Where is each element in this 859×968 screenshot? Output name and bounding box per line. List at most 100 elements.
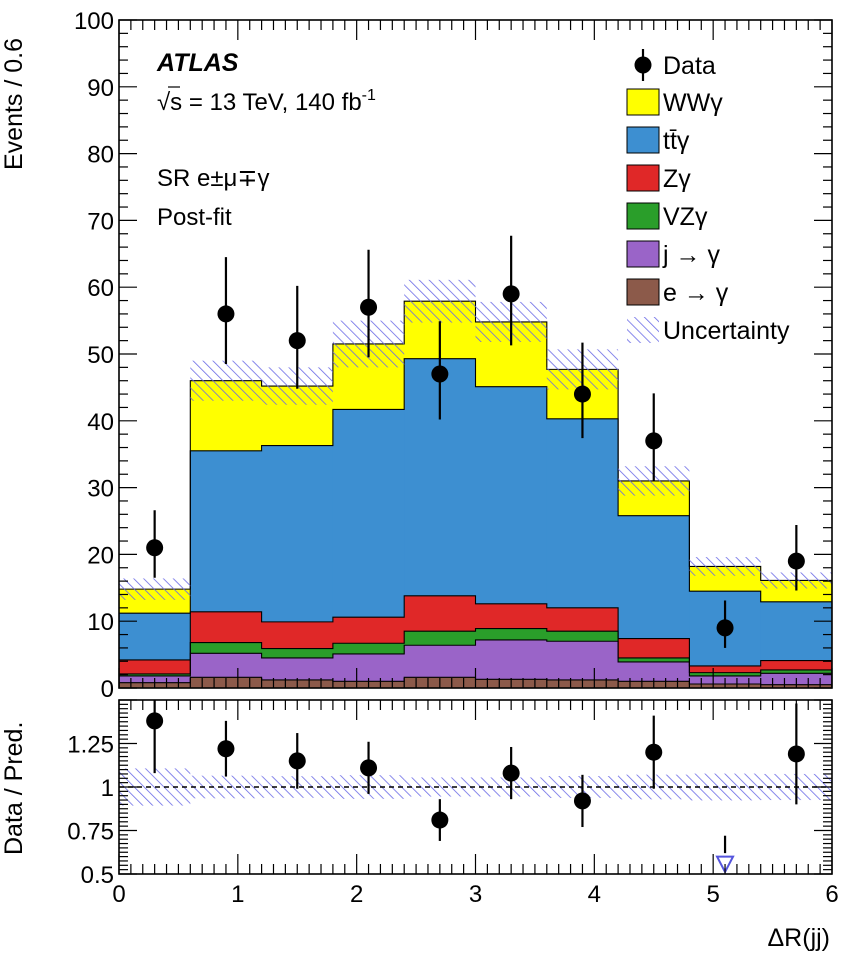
ytick-label-50: 50 [87, 342, 114, 369]
outline-3 [119, 595, 832, 688]
ytick-label-80: 80 [87, 142, 114, 169]
xtick-label-1: 1 [231, 881, 244, 908]
outline-2 [119, 627, 832, 688]
bar-3-0 [119, 659, 191, 674]
unc-1 [190, 360, 262, 401]
bar-2-8 [689, 672, 762, 676]
bar-3-6 [546, 607, 619, 632]
main-data-points [146, 235, 805, 648]
main-uncertainty-band [119, 279, 832, 600]
legend-label-3: VZγ [663, 203, 708, 231]
bar-3-2 [261, 621, 334, 649]
xtick-label-6: 6 [825, 881, 838, 908]
x-axis-title: ΔR(jj) [767, 924, 830, 952]
bar-3-9 [760, 660, 832, 670]
bar-3-5 [475, 603, 548, 629]
ratio-point-2 [288, 752, 306, 770]
bar-1-2 [261, 657, 334, 680]
region-label: SR e±μ∓γ [157, 165, 269, 192]
bar-1-4 [404, 645, 476, 678]
ratio-ytick-label-0.75: 0.75 [67, 819, 114, 846]
data-point-5 [502, 285, 520, 303]
ratio-unc-4 [404, 777, 476, 797]
main-axes: 0 10 20 30 40 50 60 70 80 90 100 [74, 8, 833, 703]
legend-swatch-5 [626, 278, 660, 306]
bar-2-9 [760, 669, 832, 674]
experiment-label: ATLAS [156, 49, 239, 77]
data-point-2 [288, 332, 306, 350]
ratio-ylabel: Data / Pred. [0, 722, 28, 855]
ratio-ytick-label-1.25: 1.25 [67, 732, 114, 759]
ratio-ytick-label-1: 1 [101, 775, 114, 802]
ratio-point-1 [217, 740, 235, 758]
xtick-label-0: 0 [112, 881, 125, 908]
ratio-point-3 [360, 759, 378, 777]
data-point-8 [716, 619, 734, 637]
bar-3-7 [618, 638, 690, 658]
bar-2-6 [546, 631, 619, 642]
bar-4-2 [261, 445, 334, 622]
bar-4-1 [190, 450, 263, 612]
bar-3-8 [689, 665, 762, 673]
bar-3-4 [404, 595, 476, 632]
legend-swatch-4 [626, 240, 660, 268]
bar-1-1 [190, 653, 263, 678]
legend-swatch-2 [626, 164, 660, 192]
bar-4-5 [475, 386, 548, 604]
bar-4-3 [332, 409, 405, 618]
ytick-label-10: 10 [87, 609, 114, 636]
bar-4-0 [119, 613, 191, 660]
legend-label-5: e → γ [663, 279, 729, 307]
data-point-1 [217, 305, 235, 323]
ratio-unc-1 [190, 775, 262, 799]
xtick-label-5: 5 [706, 881, 719, 908]
bar-2-1 [190, 642, 263, 654]
ratio-ytick-label-0.5: 0.5 [81, 862, 114, 889]
energy-label-text: √s = 13 TeV, 140 fb [157, 89, 362, 116]
bar-4-9 [760, 601, 832, 661]
ratio-point-7 [645, 743, 663, 761]
ytick-label-60: 60 [87, 275, 114, 302]
legend-label-data: Data [663, 52, 716, 80]
bar-2-7 [618, 657, 690, 662]
ytick-label-0: 0 [101, 676, 114, 703]
xtick-label-4: 4 [588, 881, 601, 908]
legend-label-1: tt̄γ [663, 127, 690, 155]
ytick-label-100: 100 [74, 8, 114, 35]
legend-swatch-3 [626, 202, 660, 230]
outline-4 [119, 358, 832, 688]
bar-1-7 [618, 661, 690, 682]
bar-1-3 [332, 653, 405, 682]
xtick-label-2: 2 [350, 881, 363, 908]
main-ylabel: Events / 0.6 [0, 38, 28, 170]
legend-label-unc: Uncertainty [663, 317, 790, 345]
energy-label-superscript: -1 [362, 87, 376, 104]
bar-2-2 [261, 648, 334, 658]
bar-2-0 [119, 673, 191, 676]
legend-label-0: WWγ [663, 89, 723, 117]
data-point-0 [146, 539, 164, 557]
outline-1 [119, 639, 832, 688]
ratio-point-0 [146, 712, 164, 730]
bar-1-5 [475, 639, 548, 680]
bar-2-4 [404, 631, 476, 646]
ytick-label-70: 70 [87, 208, 114, 235]
fit-label: Post-fit [157, 204, 232, 231]
data-point-7 [645, 432, 663, 450]
ratio-point-6 [573, 792, 591, 810]
ytick-label-20: 20 [87, 542, 114, 569]
bar-1-6 [546, 641, 619, 680]
energy-label: √s = 13 TeV, 140 fb-1 [157, 87, 376, 116]
legend-swatch-1 [626, 126, 660, 154]
legend-label-4: j → γ [662, 241, 720, 269]
ratio-point-5 [502, 764, 520, 782]
legend-swatch-0 [626, 88, 660, 116]
unc-4 [404, 279, 476, 323]
ytick-label-90: 90 [87, 75, 114, 102]
ratio-axes: 0.5 0.75 1 1.25 0 1 2 3 4 5 6 [67, 699, 839, 908]
unc-0 [119, 578, 191, 600]
data-point-3 [360, 298, 378, 316]
ratio-point-4 [431, 811, 449, 829]
legend: Data WWγ tt̄γ Zγ VZγ j → γ e → γ Uncertainty [626, 49, 790, 345]
